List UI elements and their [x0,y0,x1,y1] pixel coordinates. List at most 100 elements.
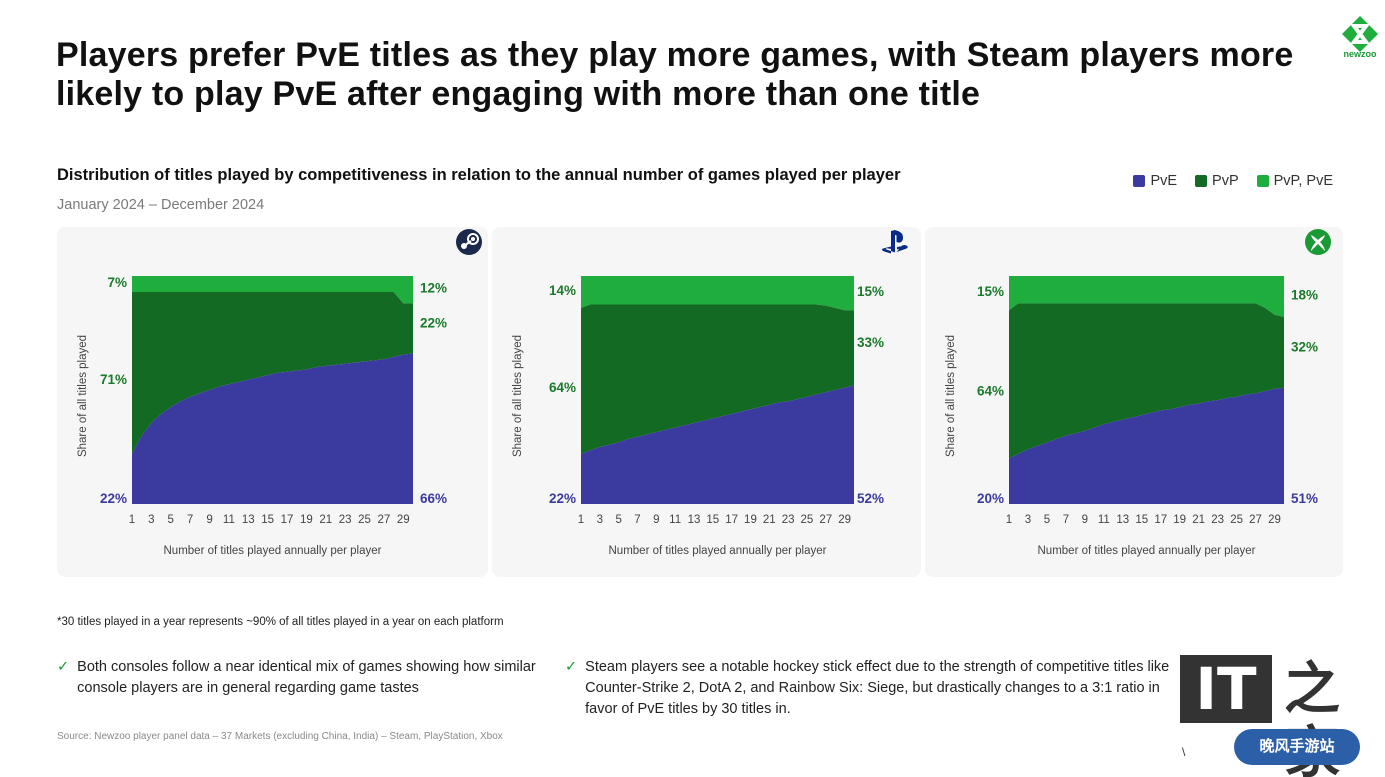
check-icon: ✓ [57,659,70,675]
start-label-pve: 22% [549,491,576,506]
bullet-text: Steam players see a notable hockey stick… [585,659,1170,717]
start-label-mixed: 14% [549,283,576,298]
end-label-pvp: 32% [1291,339,1318,354]
xbox-icon [1305,229,1331,255]
pve-area [1009,387,1284,504]
end-label-pvp: 33% [857,335,884,350]
start-label-pvp: 64% [977,383,1004,398]
steam-chart: 12%7%22%71%66%22%1 3 5 7 9 11 13 15 17 19 21 23 25 27… [77,275,447,557]
x-tick-label: 21 [1192,514,1205,526]
end-label-pve: 51% [1291,491,1318,506]
x-tick-label: 13 [1116,514,1129,526]
x-tick-label: 23 [782,514,795,526]
watermark-it-logo: IT [1180,655,1272,723]
legend-swatch-pve [1133,175,1146,187]
x-tick-label: 5 [615,514,621,526]
x-tick-label: 23 [1211,514,1224,526]
bullet-steam: ✓ Steam players see a notable hockey sti… [565,657,1180,720]
watermark: IT 之家 晚风手游站 EVENING BREEZE MOBILE GAME S… [1180,655,1370,777]
mixed-area [1009,276,1284,318]
x-axis-label: Number of titles played annually per pla… [609,545,827,557]
source-note: Source: Newzoo player panel data – 37 Ma… [57,731,503,742]
mixed-area [581,276,854,311]
pvp-area [581,304,854,454]
chart-subtitle: Distribution of titles played by competi… [57,166,901,184]
end-label-mixed: 12% [420,281,447,296]
x-tick-label: 25 [358,514,371,526]
x-tick-label: 29 [1268,514,1281,526]
chart-legend: PvE PvP PvP, PvE [1133,173,1333,189]
x-tick-label: 7 [1063,514,1069,526]
y-axis-label: Share of all titles played [512,335,524,457]
x-tick-label: 27 [819,514,832,526]
x-tick-label: 11 [223,514,235,526]
start-label-mixed: 7% [107,275,127,290]
x-tick-label: 19 [744,514,757,526]
x-tick-label: 17 [1154,514,1167,526]
x-tick-label: 1 [129,514,135,526]
x-tick-label: 29 [397,514,410,526]
bullet-consoles: ✓ Both consoles follow a near identical … [57,657,557,699]
start-label-mixed: 15% [977,284,1004,299]
x-tick-label: 9 [1082,514,1088,526]
x-tick-label: 19 [1173,514,1186,526]
x-tick-label: 15 [261,514,274,526]
x-tick-label: 17 [281,514,294,526]
x-tick-label: 15 [1135,514,1148,526]
watermark-badge: 晚风手游站 [1234,729,1360,765]
playstation-chart-panel: 15% 14% 33% 64% 52% 22% 1 3 5 7 9 11 13 15 17 19 21 23 25 2… [492,227,921,577]
legend-swatch-mixed [1256,175,1269,187]
x-tick-label: 7 [187,514,193,526]
end-label-mixed: 18% [1291,288,1318,303]
xbox-chart: 18%15%32%64%51%20%1 3 5 7 9 11 13 15 17 19 21 23 25 2… [945,276,1318,557]
x-tick-label: 9 [206,514,212,526]
start-label-pvp: 64% [549,380,576,395]
check-icon: ✓ [565,659,578,675]
legend-label-pve: PvE [1150,173,1178,189]
x-tick-label: 15 [706,514,719,526]
legend-label-pvp: PvP [1212,173,1239,189]
bullet-text: Both consoles follow a near identical mi… [77,659,536,696]
x-tick-label: 3 [1025,514,1031,526]
xbox-chart-panel: 18% 15% 32% 64% 51% 20% 1 3 5 7 9 11 13 15 17 19 21 23 25 2… [925,227,1343,577]
tick-mark: \ [1182,745,1186,759]
x-tick-label: 13 [242,514,255,526]
page-title: Players prefer PvE titles as they play m… [56,36,1294,113]
start-label-pvp: 71% [100,372,127,387]
pvp-area [1009,303,1284,459]
x-tick-label: 27 [378,514,391,526]
end-label-pvp: 22% [420,315,447,330]
end-label-pve: 52% [857,491,884,506]
x-axis-label: Number of titles played annually per pla… [164,545,382,557]
y-axis-label: Share of all titles played [77,335,89,457]
playstation-chart: 15%14%33%64%52%22%1 3 5 7 9 11 13 15 17 19 21 23 25 2… [512,276,884,557]
x-axis-label: Number of titles played annually per pla… [1038,545,1256,557]
footnote: *30 titles played in a year represents ~… [57,616,504,628]
end-label-pve: 66% [420,491,447,506]
pvp-area [132,291,413,454]
x-tick-label: 29 [838,514,851,526]
x-tick-label: 23 [339,514,352,526]
x-tick-label: 5 [1044,514,1050,526]
x-tick-label: 21 [763,514,776,526]
x-tick-label: 21 [319,514,332,526]
legend-item-pvp: PvP [1195,173,1239,189]
x-tick-label: 9 [653,514,659,526]
newzoo-logo-icon [1342,16,1378,52]
mixed-area [132,276,413,304]
x-tick-label: 17 [725,514,738,526]
legend-swatch-pvp [1195,175,1208,187]
date-range: January 2024 – December 2024 [57,197,265,213]
legend-item-mixed: PvP, PvE [1256,173,1333,189]
end-label-mixed: 15% [857,284,884,299]
x-tick-label: 25 [1230,514,1243,526]
x-tick-label: 11 [1098,514,1110,526]
playstation-icon [882,230,908,254]
x-tick-label: 1 [578,514,584,526]
x-tick-label: 7 [634,514,640,526]
start-label-pve: 20% [977,491,1004,506]
x-tick-label: 27 [1249,514,1262,526]
legend-label-mixed: PvP, PvE [1273,173,1333,189]
watermark-badge-sub: EVENING BREEZE MOBILE GAME STATION [1246,757,1350,763]
pve-area [581,385,854,504]
